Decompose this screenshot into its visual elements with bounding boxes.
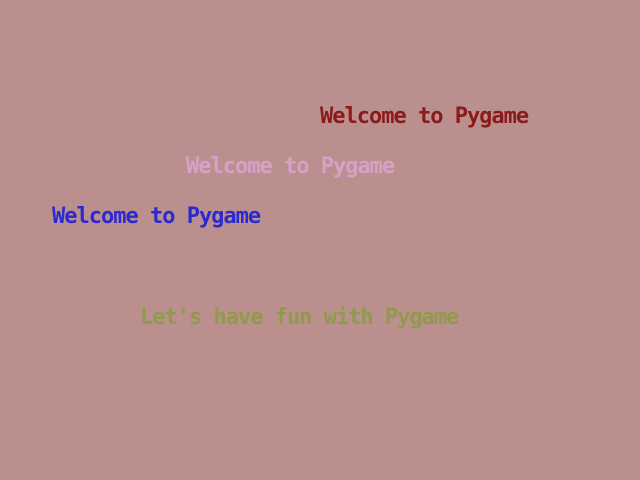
text-line: Welcome to Pygame bbox=[186, 154, 395, 179]
text-line: Let's have fun with Pygame bbox=[140, 305, 459, 330]
text-line: Welcome to Pygame bbox=[52, 204, 261, 229]
text-line: Welcome to Pygame bbox=[320, 104, 529, 129]
